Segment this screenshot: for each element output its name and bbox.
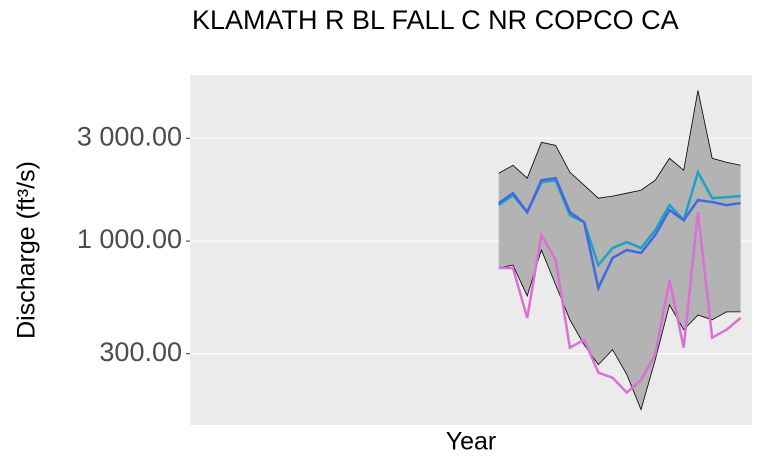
- x-axis-label: Year: [446, 428, 497, 456]
- y-tick-label: 3 000.00: [77, 121, 182, 151]
- y-axis-label: Discharge (ft³/s): [13, 161, 41, 339]
- chart-title: KLAMATH R BL FALL C NR COPCO CA: [192, 5, 679, 35]
- y-tick-label: 1 000.00: [77, 224, 182, 254]
- y-tick-label: 300.00: [99, 337, 182, 367]
- ribbon: [498, 90, 741, 410]
- ribbon-edge: [498, 90, 741, 199]
- series-line: [498, 212, 742, 395]
- series-line: [498, 176, 741, 292]
- ribbon-edge: [498, 248, 741, 411]
